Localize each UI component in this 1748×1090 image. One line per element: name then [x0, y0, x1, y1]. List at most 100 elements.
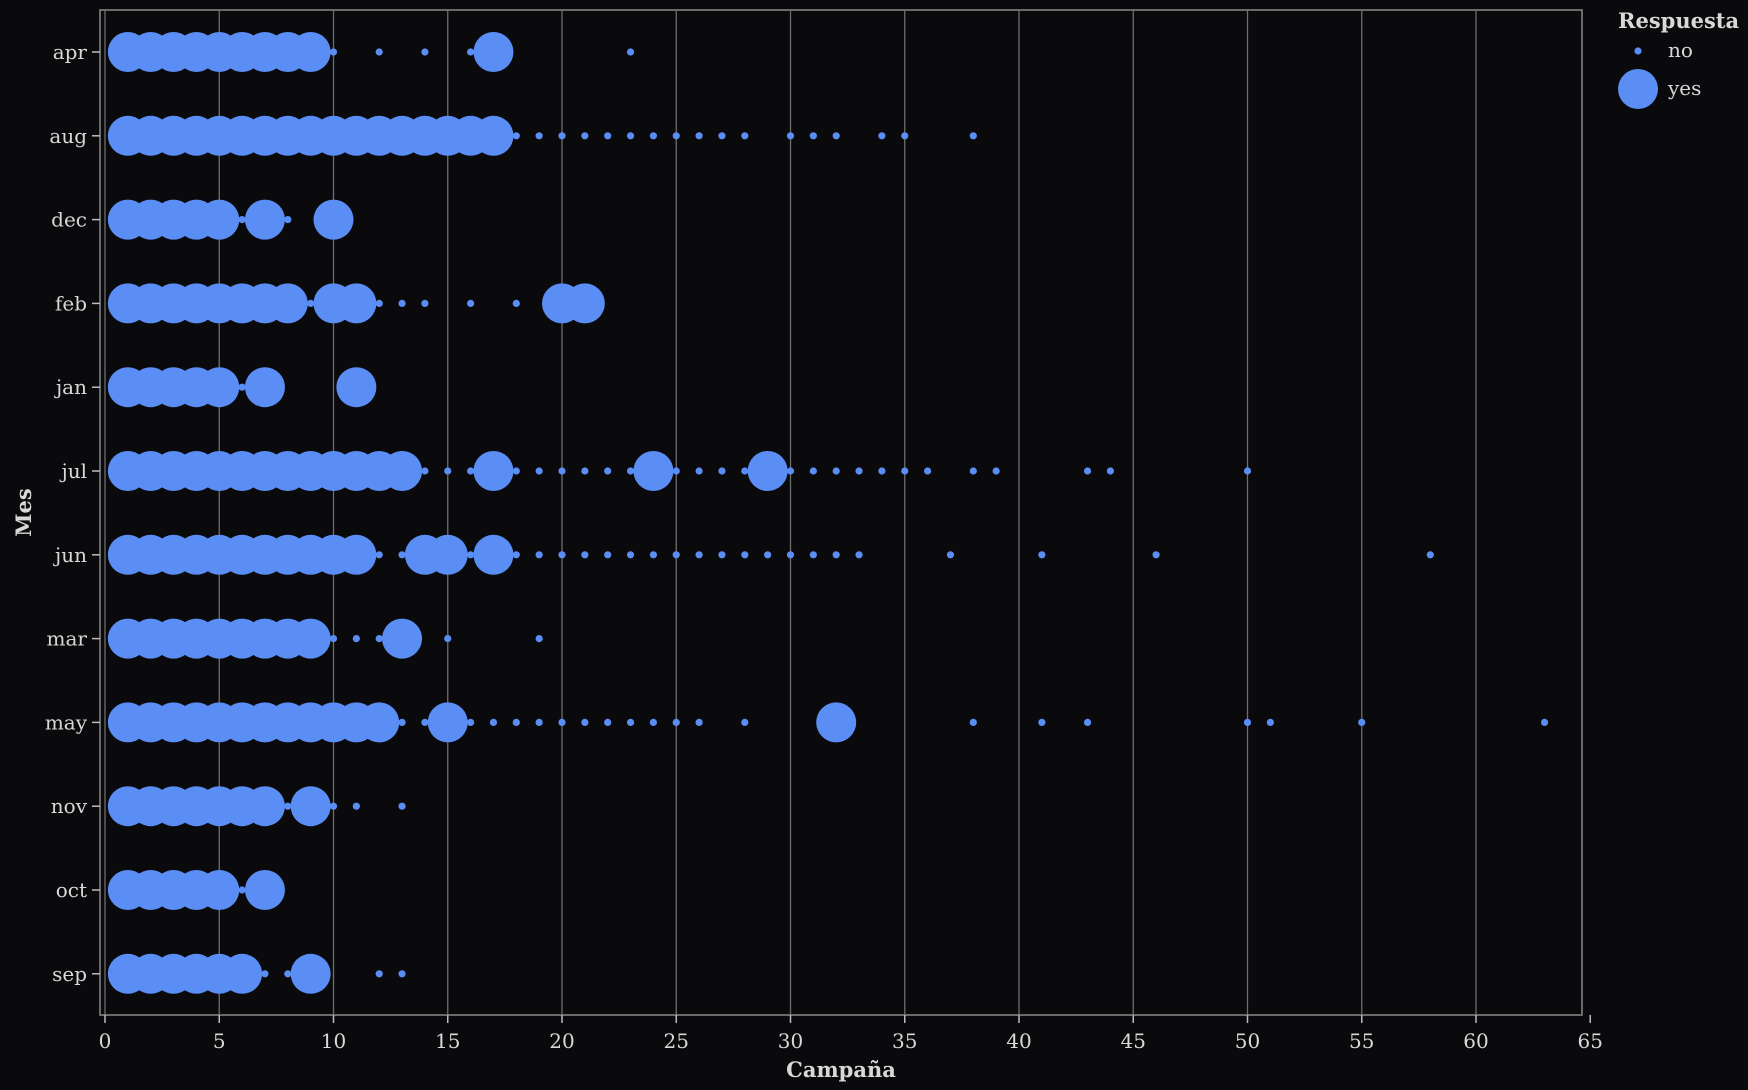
point-no-jun-41 — [1038, 551, 1046, 559]
point-no-aug-11 — [352, 132, 360, 140]
point-no-oct-5 — [215, 886, 223, 894]
x-tick-label-50: 50 — [1235, 1029, 1260, 1053]
x-tick-label-65: 65 — [1578, 1029, 1603, 1053]
y-tick-label-aug: aug — [49, 124, 87, 148]
point-no-jul-18 — [512, 467, 520, 475]
point-no-apr-9 — [307, 48, 315, 56]
point-no-sep-7 — [261, 970, 269, 978]
point-no-may-21 — [581, 718, 589, 727]
point-no-nov-2 — [147, 802, 155, 810]
point-no-jan-3 — [169, 383, 178, 391]
point-no-jun-13 — [398, 551, 406, 559]
point-no-may-10 — [329, 718, 338, 727]
point-no-feb-13 — [398, 299, 406, 307]
point-no-jun-30 — [786, 551, 795, 559]
point-no-dec-8 — [284, 216, 292, 224]
point-no-oct-2 — [147, 886, 155, 894]
point-no-sep-3 — [169, 970, 178, 978]
point-no-jun-31 — [809, 551, 817, 559]
point-no-may-50 — [1243, 718, 1252, 727]
point-no-may-2 — [147, 718, 155, 727]
point-no-jul-50 — [1243, 467, 1252, 475]
point-no-mar-2 — [147, 635, 155, 643]
y-tick-label-sep: sep — [52, 962, 87, 986]
point-no-feb-8 — [284, 299, 292, 307]
point-no-jun-29 — [764, 551, 772, 559]
point-no-nov-3 — [169, 802, 178, 810]
x-tick-label-40: 40 — [1006, 1029, 1031, 1053]
point-no-aug-8 — [284, 132, 292, 140]
point-no-aug-1 — [124, 132, 132, 140]
point-no-jun-23 — [626, 551, 635, 559]
point-no-mar-15 — [444, 635, 452, 643]
point-no-oct-3 — [169, 886, 178, 894]
x-tick-label-45: 45 — [1121, 1029, 1146, 1053]
legend-label-yes: yes — [1667, 76, 1701, 100]
y-tick-label-nov: nov — [51, 794, 88, 818]
point-no-may-12 — [375, 718, 383, 727]
point-no-aug-7 — [261, 132, 269, 140]
legend: Respuesta no yes — [1618, 8, 1739, 109]
point-no-jul-9 — [307, 467, 315, 475]
point-no-jun-26 — [695, 551, 703, 559]
point-no-jul-8 — [284, 467, 292, 475]
point-no-jun-16 — [467, 551, 475, 559]
point-no-mar-6 — [238, 635, 246, 643]
point-no-jun-10 — [329, 551, 338, 559]
legend-symbol-no — [1634, 47, 1642, 55]
point-no-jul-30 — [786, 467, 795, 475]
point-no-sep-5 — [215, 970, 223, 978]
point-no-nov-7 — [261, 802, 269, 810]
point-no-may-22 — [604, 718, 612, 727]
point-no-aug-23 — [626, 132, 635, 140]
point-no-dec-3 — [169, 216, 178, 224]
point-no-sep-2 — [147, 970, 155, 978]
point-no-may-4 — [192, 718, 200, 727]
point-no-may-18 — [512, 718, 520, 727]
point-no-aug-13 — [398, 132, 406, 140]
point-no-aug-28 — [741, 132, 749, 140]
point-no-jan-2 — [147, 383, 155, 391]
point-no-aug-31 — [809, 132, 817, 140]
y-tick-label-dec: dec — [51, 208, 87, 232]
point-no-nov-4 — [192, 802, 200, 810]
point-no-jul-19 — [535, 467, 543, 475]
point-no-feb-11 — [352, 299, 360, 307]
point-no-aug-35 — [901, 132, 909, 140]
point-no-feb-2 — [147, 299, 155, 307]
x-tick-label-15: 15 — [435, 1029, 460, 1053]
point-no-aug-5 — [215, 132, 223, 140]
point-no-sep-13 — [398, 970, 406, 978]
point-no-may-38 — [969, 718, 977, 727]
point-no-jul-28 — [741, 467, 749, 475]
point-no-jun-7 — [261, 551, 269, 559]
point-no-may-41 — [1038, 718, 1046, 727]
point-no-apr-5 — [215, 48, 223, 56]
point-no-mar-10 — [329, 635, 338, 643]
point-no-jul-21 — [581, 467, 589, 475]
point-yes-dec-10 — [313, 199, 354, 240]
point-no-may-19 — [535, 718, 543, 727]
point-no-nov-10 — [329, 802, 338, 810]
point-no-may-7 — [261, 718, 269, 727]
point-no-jul-29 — [764, 467, 772, 475]
x-tick-label-5: 5 — [213, 1029, 226, 1053]
y-tick-label-may: may — [45, 710, 88, 734]
point-no-aug-10 — [329, 132, 338, 140]
point-no-jun-27 — [718, 551, 726, 559]
point-no-jun-17 — [489, 551, 498, 559]
point-no-aug-3 — [169, 132, 178, 140]
point-no-feb-18 — [512, 299, 520, 307]
point-no-aug-26 — [695, 132, 703, 140]
point-no-jun-24 — [649, 551, 658, 559]
point-no-jul-13 — [398, 467, 406, 475]
point-no-may-25 — [672, 718, 680, 727]
legend-label-no: no — [1668, 38, 1693, 62]
x-axis: 0 5 10 15 20 25 30 35 40 45 50 55 60 65 — [99, 1015, 1603, 1053]
x-tick-label-20: 20 — [549, 1029, 574, 1053]
y-tick-label-mar: mar — [47, 627, 88, 651]
point-no-may-32 — [832, 718, 840, 727]
point-no-jul-14 — [421, 467, 429, 475]
y-tick-label-oct: oct — [56, 878, 87, 902]
point-no-jun-18 — [512, 551, 520, 559]
